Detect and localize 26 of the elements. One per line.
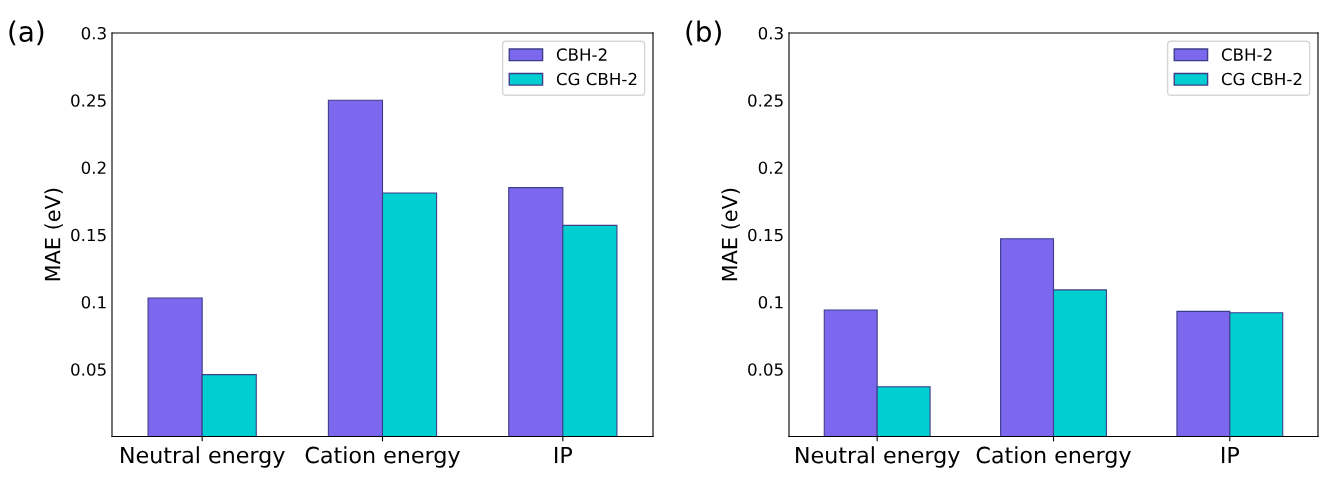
- y-tick-label: 0.3: [81, 26, 106, 40]
- y-tick-label: 0.15: [748, 228, 783, 242]
- x-tick-label: IP: [555, 446, 573, 464]
- y-tick-label: 0.1: [81, 295, 106, 309]
- text: (b): [686, 20, 721, 46]
- y-tick-label: 0.05: [748, 363, 783, 376]
- legend-label: CBH-2: [556, 48, 607, 61]
- y-tick-label: 0.05: [71, 363, 106, 376]
- y-axis-title: MAE (eV): [721, 188, 740, 281]
- y-tick-label: 0.1: [758, 295, 783, 309]
- x-tick-label: Neutral energy: [796, 446, 960, 468]
- x-tick-label: Cation energy: [305, 446, 460, 468]
- y-axis-title: MAE (eV): [44, 188, 63, 281]
- x-tick-label: Neutral energy: [121, 446, 285, 468]
- y-tick-label: 0.25: [71, 94, 106, 107]
- y-tick-label: 0.2: [758, 161, 783, 175]
- y-tick-label: 0.15: [71, 228, 106, 242]
- legend-label: CBH-2: [1221, 48, 1272, 61]
- y-tick-label: 0.2: [81, 161, 106, 175]
- text: (a): [9, 20, 44, 46]
- x-tick-label: Cation energy: [976, 446, 1131, 468]
- y-tick-label: 0.25: [748, 94, 783, 107]
- legend-label: CG CBH-2: [1221, 72, 1302, 86]
- legend-label: CG CBH-2: [556, 72, 637, 86]
- x-tick-label: IP: [1222, 446, 1240, 464]
- y-tick-label: 0.3: [758, 26, 783, 40]
